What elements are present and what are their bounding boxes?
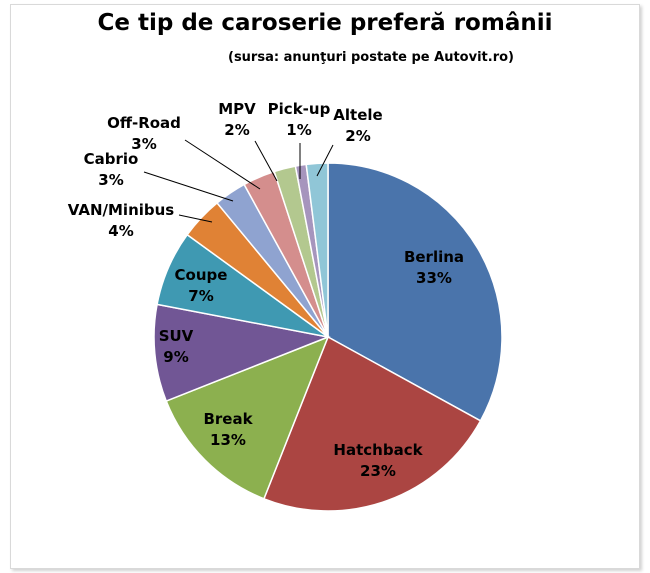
slice-label-altele: Altele 2% bbox=[333, 106, 382, 145]
pie-slice-altele bbox=[305, 162, 329, 338]
leader-line-van-minibus bbox=[178, 214, 213, 223]
slice-label-pick-up: Pick-up 1% bbox=[268, 100, 331, 139]
leader-line-mpv bbox=[254, 140, 278, 182]
slice-label-cabrio: Cabrio 3% bbox=[84, 150, 139, 189]
pie-slice-berlina bbox=[327, 162, 503, 422]
slice-label-mpv: MPV 2% bbox=[218, 100, 256, 139]
pie-slice-suv bbox=[153, 303, 331, 403]
slice-label-break: Break 13% bbox=[203, 410, 253, 449]
chart-subtitle: (sursa: anunţuri postate pe Autovit.ro) bbox=[228, 50, 514, 65]
slice-label-berlina: Berlina 33% bbox=[404, 248, 464, 287]
leader-line-cabrio bbox=[143, 171, 234, 202]
leader-line-off-road bbox=[184, 139, 261, 190]
slice-label-off-road: Off-Road 3% bbox=[107, 114, 181, 153]
slice-label-hatchback: Hatchback 23% bbox=[333, 441, 423, 480]
pie-slice-break bbox=[165, 335, 330, 500]
chart-title: Ce tip de caroserie preferă românii bbox=[97, 10, 553, 36]
slice-label-van-minibus: VAN/Minibus 4% bbox=[68, 201, 175, 240]
pie-slice-hatchback bbox=[262, 335, 482, 512]
slice-label-coupe: Coupe 7% bbox=[175, 266, 228, 305]
leader-line-altele bbox=[316, 144, 334, 177]
slice-label-suv: SUV 9% bbox=[159, 327, 194, 366]
